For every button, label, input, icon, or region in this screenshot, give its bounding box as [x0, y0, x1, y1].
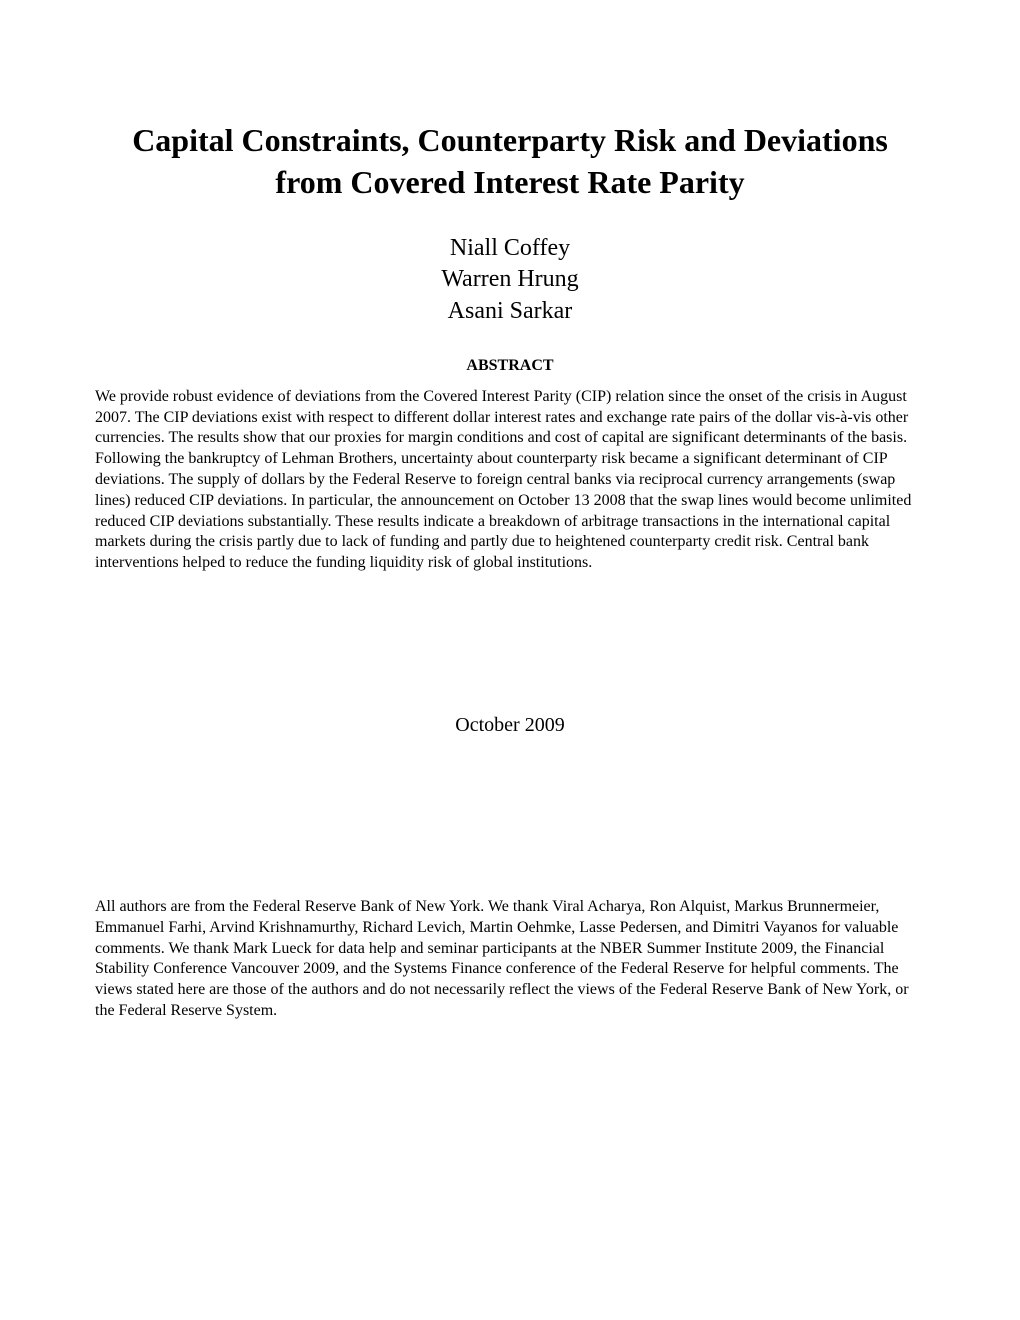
author-name: Asani Sarkar	[95, 296, 925, 327]
author-name: Warren Hrung	[95, 264, 925, 295]
paper-title: Capital Constraints, Counterparty Risk a…	[95, 120, 925, 203]
author-list: Niall Coffey Warren Hrung Asani Sarkar	[95, 233, 925, 327]
acknowledgments: All authors are from the Federal Reserve…	[95, 897, 925, 1022]
paper-date: October 2009	[95, 714, 925, 737]
abstract-body: We provide robust evidence of deviations…	[95, 387, 925, 574]
abstract-heading: ABSTRACT	[95, 357, 925, 375]
author-name: Niall Coffey	[95, 233, 925, 264]
